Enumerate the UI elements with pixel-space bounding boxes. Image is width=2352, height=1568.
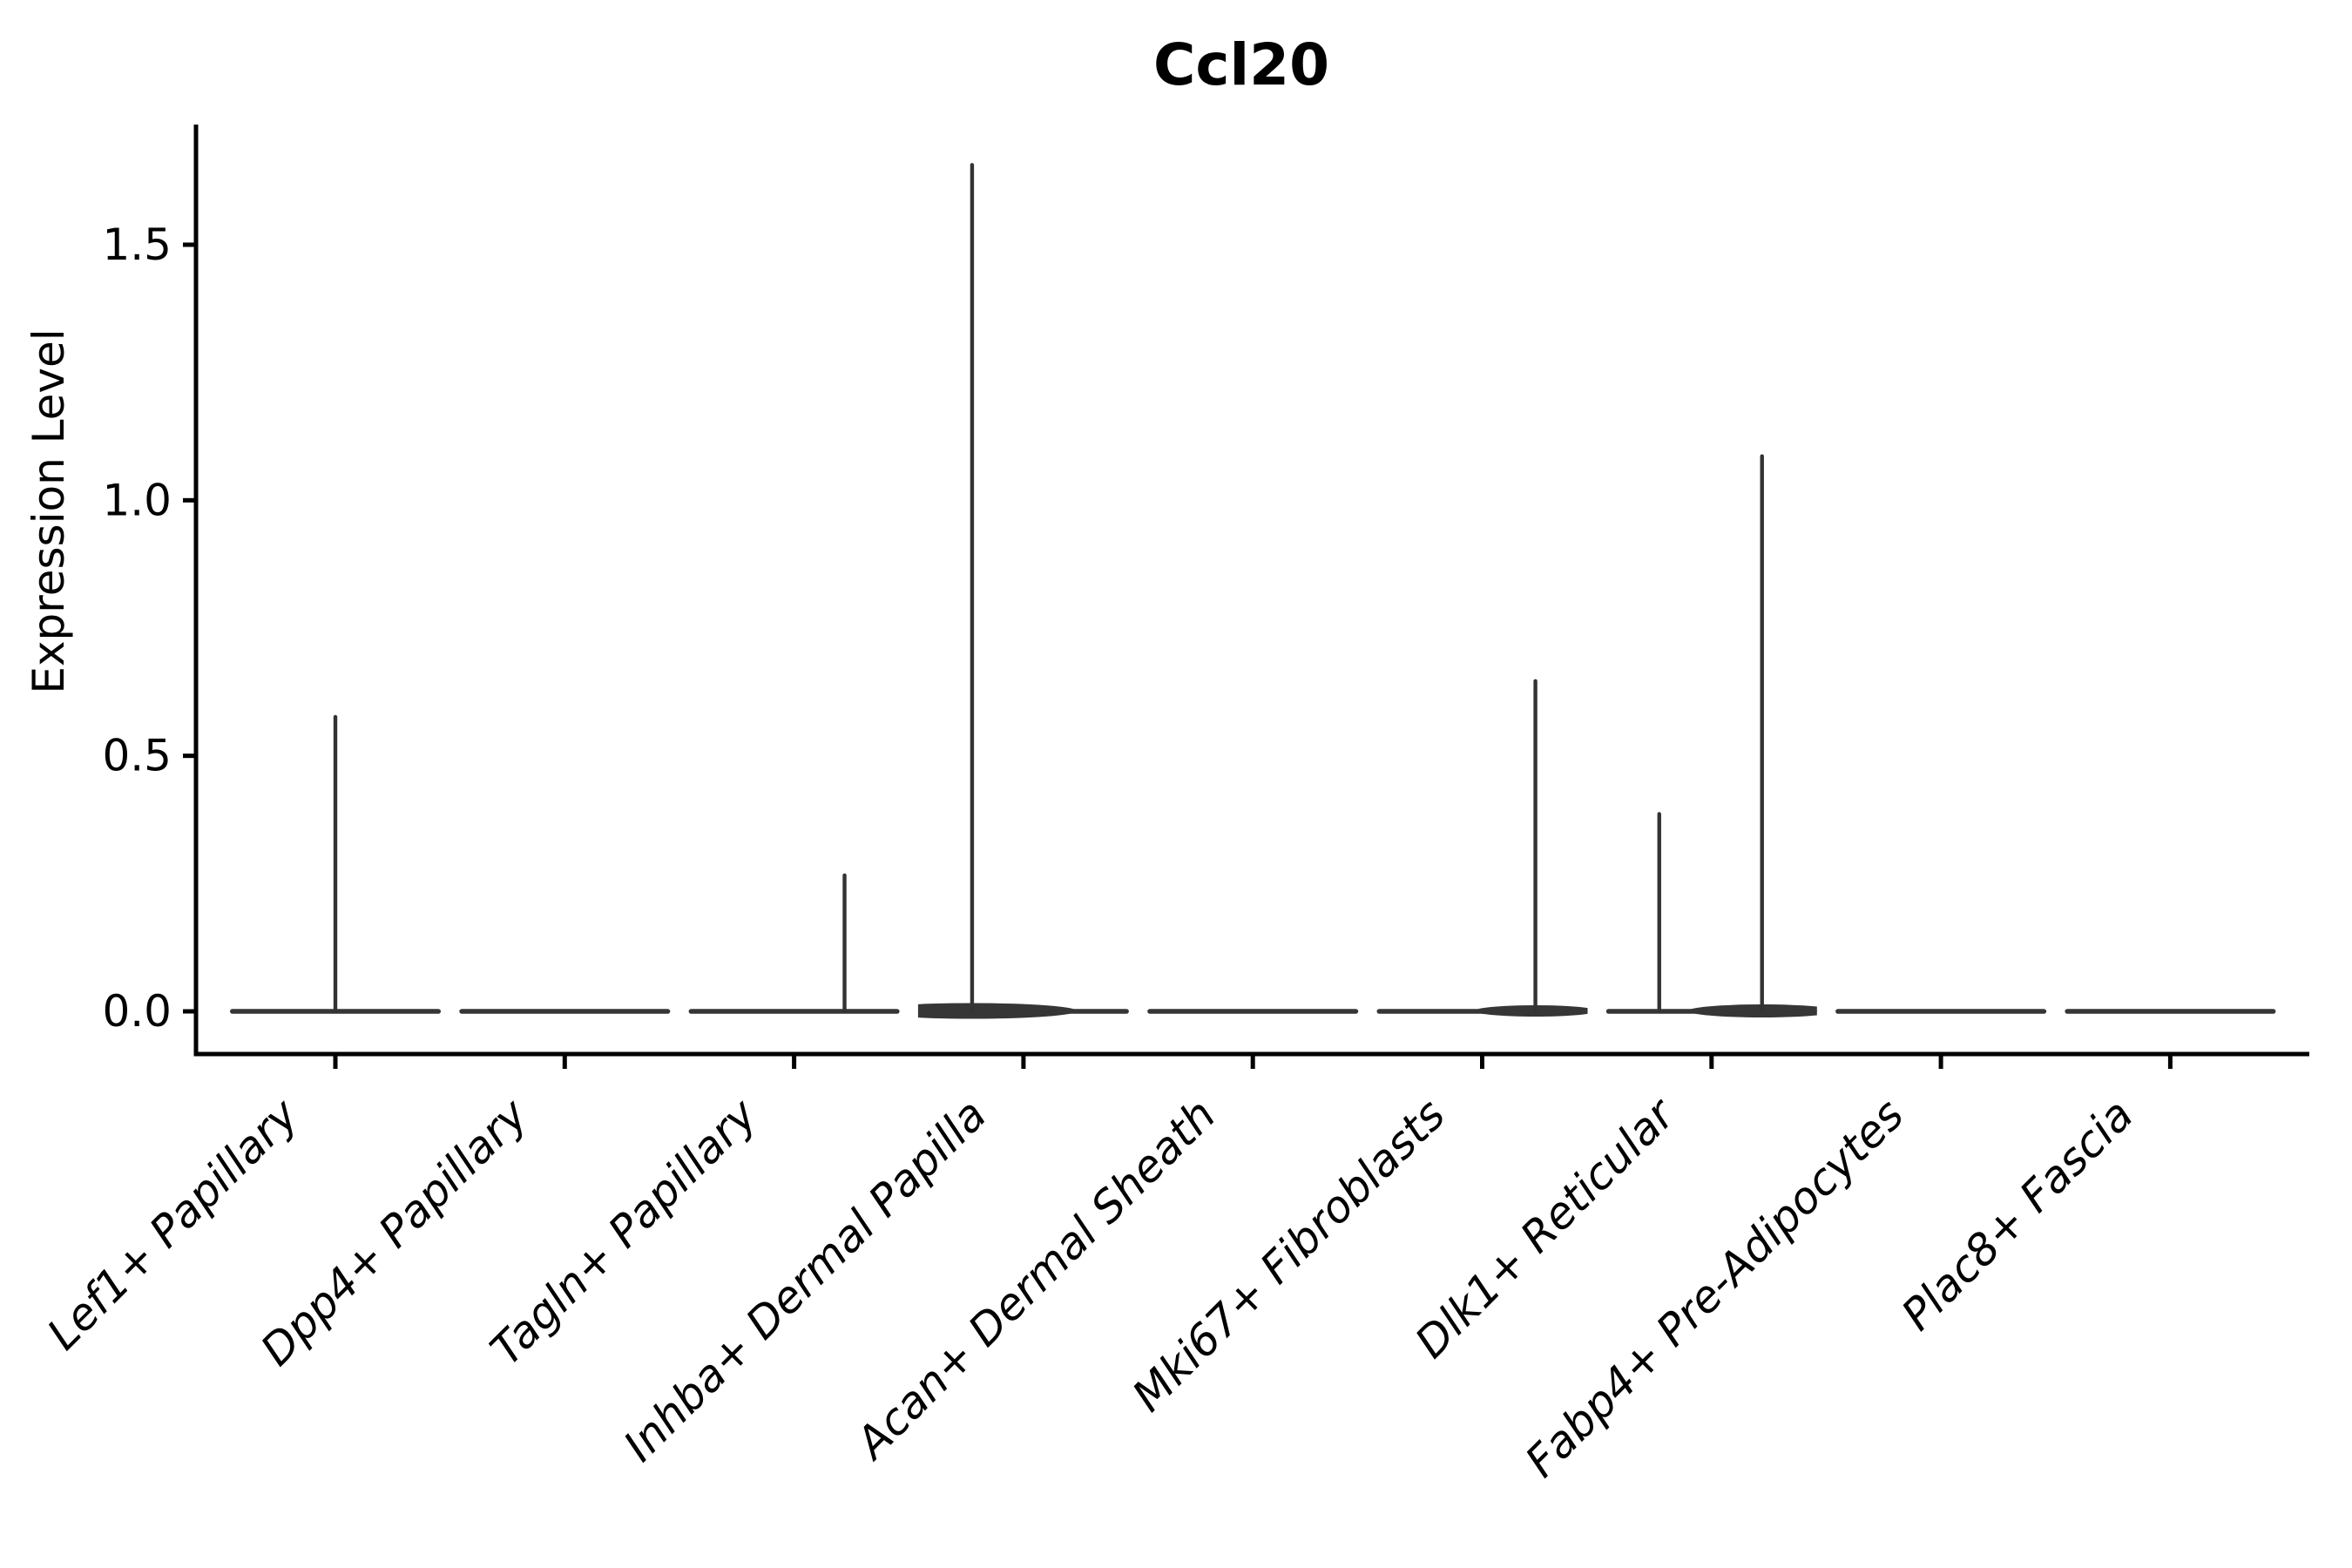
violin (1147, 1009, 1359, 1014)
violin-body (2065, 1009, 2276, 1014)
y-tick-label: 0.5 (102, 731, 172, 781)
violin-spike (333, 714, 338, 1013)
y-axis-label: Expression Level (24, 328, 74, 693)
violin-body (1835, 1009, 2047, 1014)
violin-spike (842, 873, 847, 1013)
violin-spike (1760, 454, 1764, 1013)
violin (1835, 1009, 2047, 1014)
violin (459, 1009, 671, 1014)
x-tick-label: Fabp4+ Pre-Adipocytes (1516, 1089, 1914, 1487)
x-tick-label: Acan+ Dermal Sheath (845, 1089, 1226, 1470)
violin (688, 873, 900, 1014)
y-axis: 0.0 0.5 1.0 1.5 (102, 220, 195, 1037)
violins (230, 163, 2276, 1019)
violin (230, 714, 441, 1014)
chart-title: Ccl20 (1153, 31, 1329, 98)
x-tick-label: Lef1+ Papillary (37, 1088, 308, 1359)
violin-spike (970, 163, 975, 1013)
violin (1376, 679, 1588, 1017)
violin-body (688, 1009, 900, 1014)
violin-body (1147, 1009, 1359, 1014)
violin (2065, 1009, 2276, 1014)
violin (917, 163, 1129, 1019)
y-tick-label: 1.0 (102, 475, 172, 525)
y-tick-label: 1.5 (102, 220, 172, 270)
x-tick-label: Inhba+ Dermal Papilla (614, 1089, 996, 1470)
violin-spike (1657, 812, 1661, 1013)
violin (1605, 454, 1817, 1017)
violin-spike (1533, 679, 1538, 1013)
x-tick-label: Plac8+ Fascia (1892, 1089, 2143, 1340)
violin-body (459, 1009, 671, 1014)
y-tick-label: 0.0 (102, 986, 172, 1037)
